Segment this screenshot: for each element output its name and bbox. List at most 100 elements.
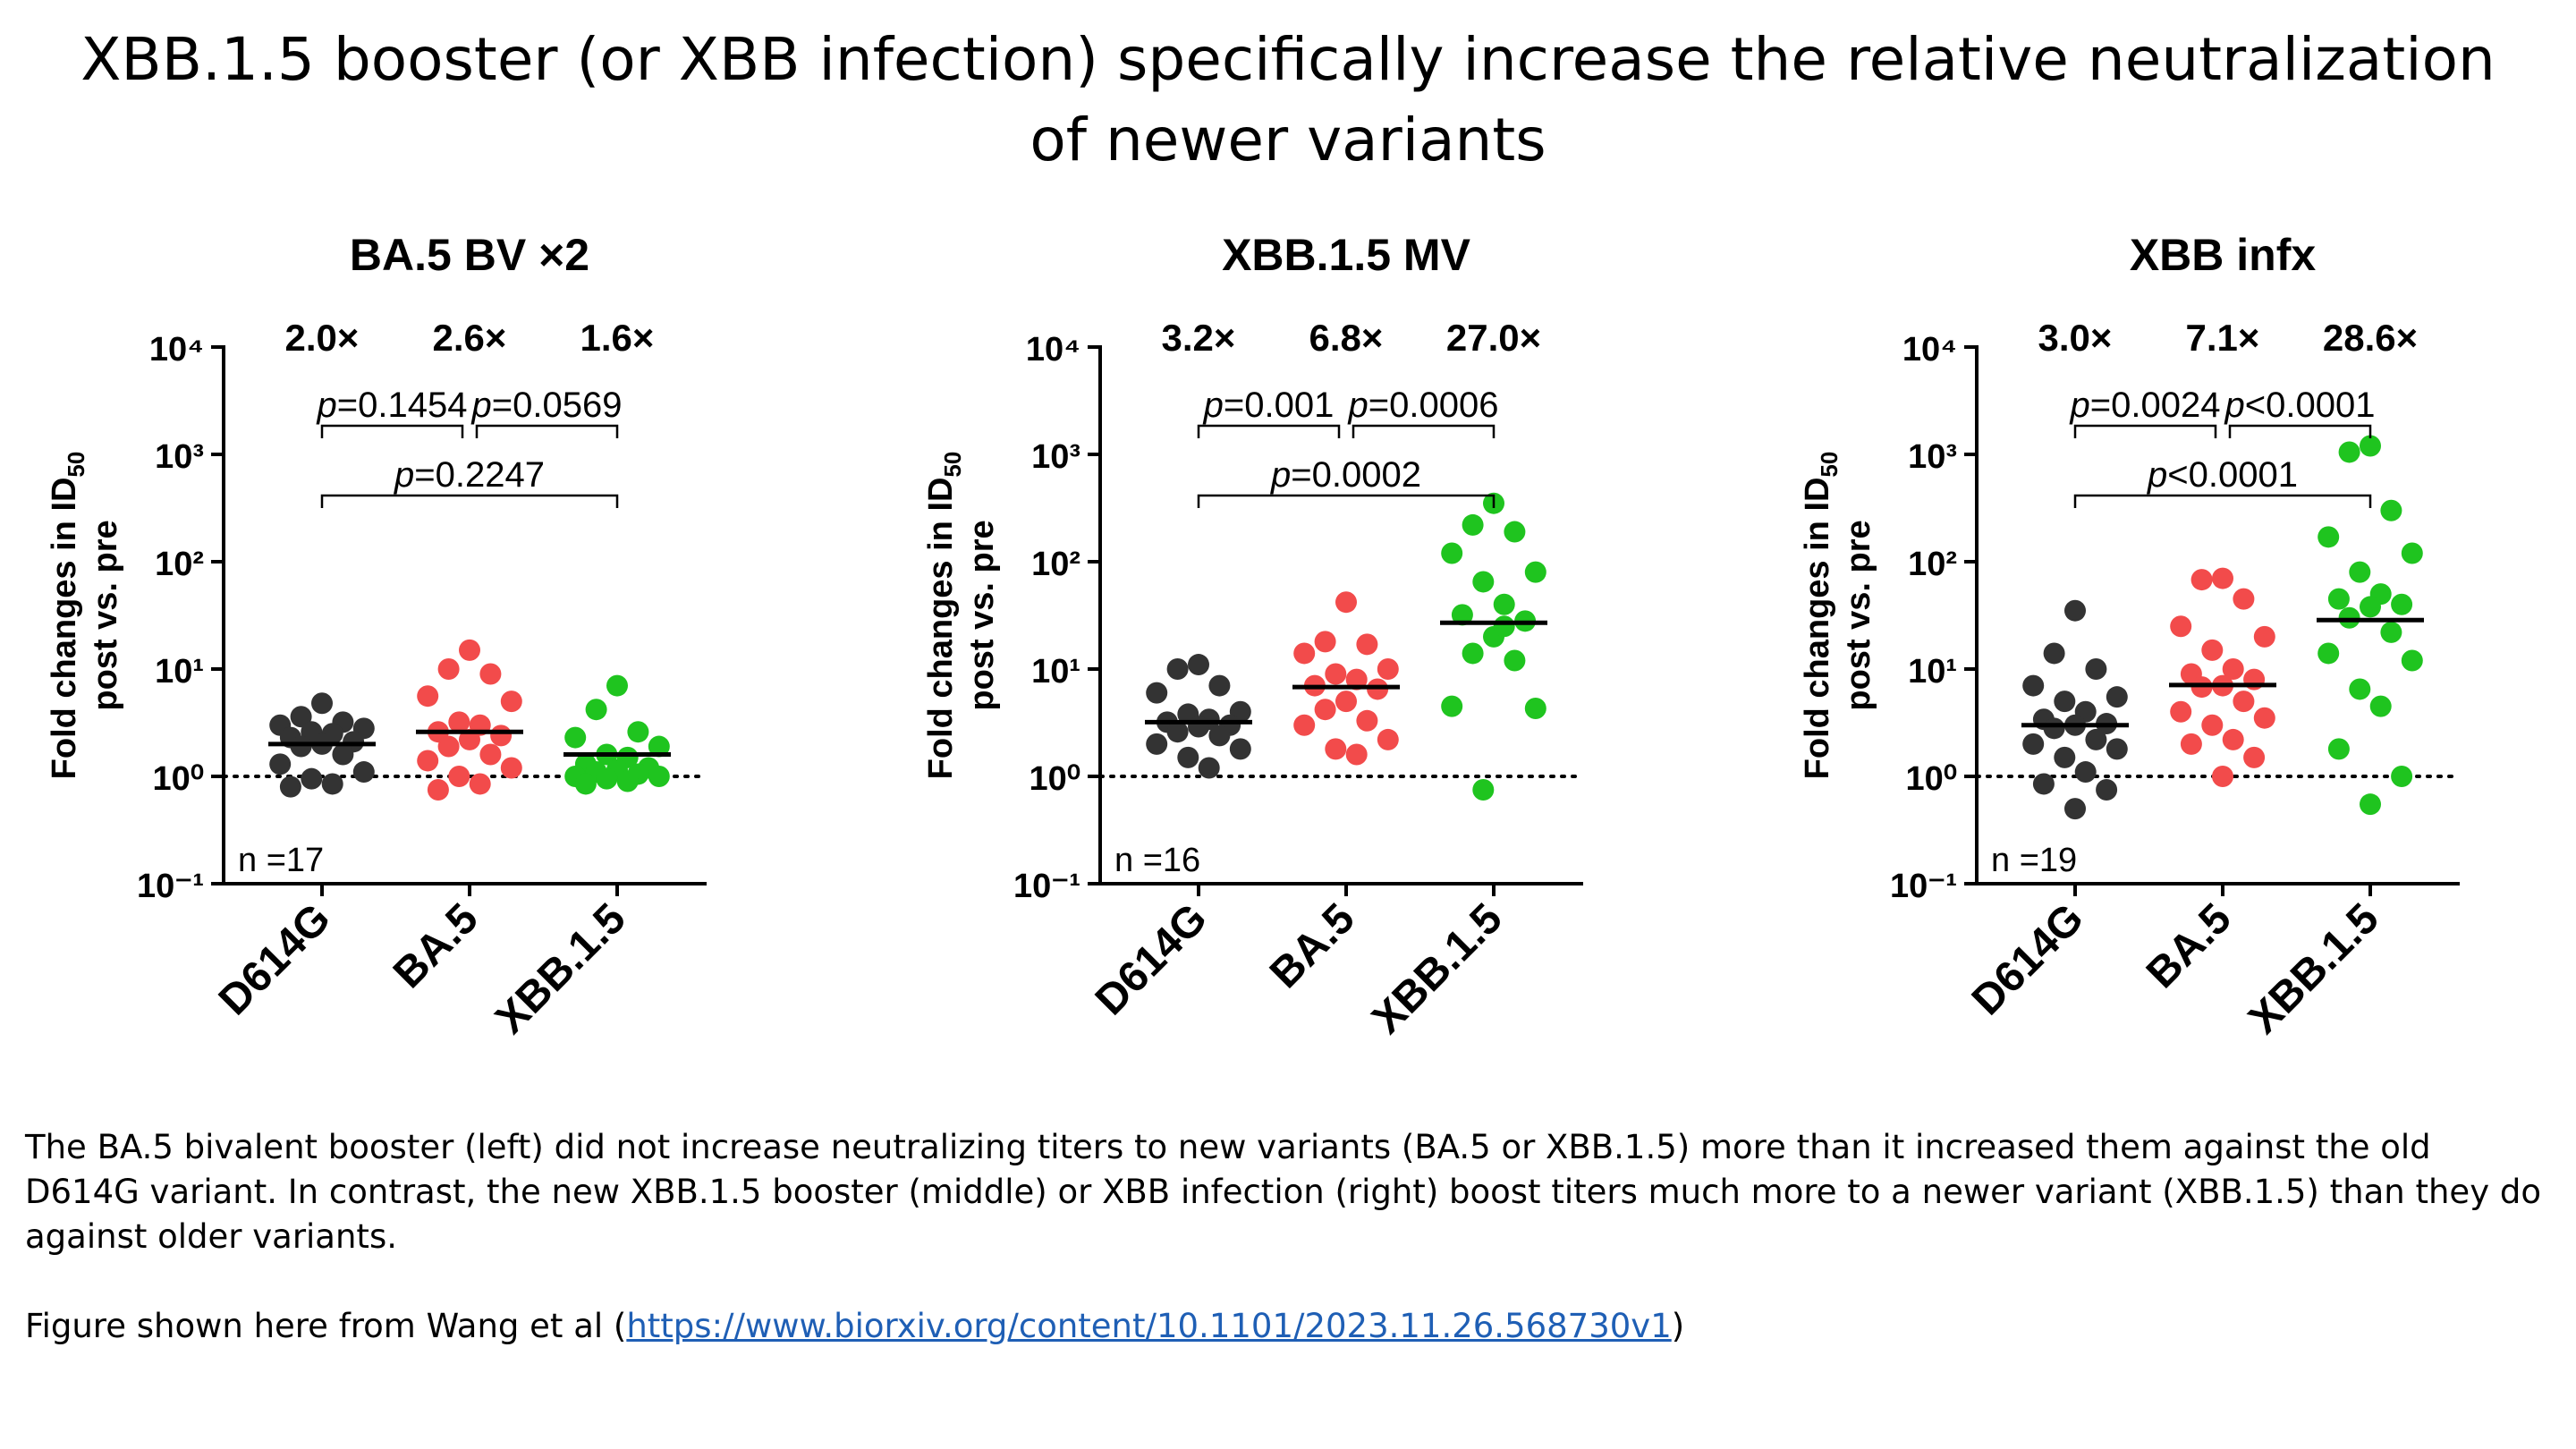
x-tick-label: XBB.1.5 [2240,894,2388,1043]
source-suffix: ) [1671,1307,1685,1345]
y-tick-label: 10³ [1908,438,1957,476]
x-tick-label: XBB.1.5 [1363,894,1512,1043]
data-point [1377,728,1399,750]
data-point [2401,542,2423,564]
data-point [1208,674,1231,697]
fold-change-label: 28.6× [2323,317,2418,359]
data-point [1188,716,1209,738]
comparison-bracket [1197,494,1496,508]
fold-change-label: 2.6× [433,317,507,359]
y-tick-label: 10⁴ [1902,331,1957,369]
x-tick-label: BA.5 [385,894,487,997]
y-axis-label: Fold changes in ID50post vs. pre [922,452,1001,780]
data-point [332,743,354,766]
data-point [2391,593,2413,615]
data-point [2022,674,2045,697]
data-point [1441,542,1463,564]
data-point [2106,686,2128,708]
data-point [2190,569,2213,591]
sample-size-label: n =17 [238,842,324,879]
y-tick-label: 10⁻¹ [1890,868,1957,905]
data-point [2253,625,2275,648]
slide-title-line-1: XBB.1.5 booster (or XBB infection) speci… [80,25,2496,94]
data-point [2096,778,2118,801]
data-point [1356,709,1378,732]
x-tick-label: BA.5 [2138,894,2241,997]
data-point [1293,642,1316,665]
p-value-label: p=0.0002 [1270,455,1421,495]
data-point [2201,714,2224,736]
data-point [448,711,470,733]
comparison-bracket [475,424,619,438]
source-line: Figure shown here from Wang et al (https… [25,1304,2547,1349]
data-point [290,735,312,758]
data-point [1493,593,1515,615]
p-value-label: p=0.1454 [317,386,468,425]
data-point [321,773,343,795]
data-point [2391,766,2413,787]
data-point [1441,695,1463,717]
y-tick-label: 10⁻¹ [137,868,204,905]
data-point [2054,691,2076,713]
data-point [459,639,480,661]
y-tick-label: 10⁴ [1026,331,1080,369]
data-point [1462,642,1484,665]
data-point [585,699,607,721]
data-point [469,773,491,795]
y-tick-label: 10² [1031,546,1080,583]
data-point [627,721,649,743]
data-point [1504,649,1526,672]
data-point [1293,714,1316,736]
caption: The BA.5 bivalent booster (left) did not… [25,1125,2547,1349]
data-point [1146,733,1168,755]
x-tick-label: D614G [1087,894,1216,1024]
data-point [2212,567,2233,589]
data-point [2222,658,2244,680]
panel-title: BA.5 BV ×2 [350,230,589,280]
y-tick-label: 10⁰ [1905,760,1957,798]
comparison-bracket [2228,424,2372,438]
data-point [279,775,301,798]
data-point [2349,561,2371,583]
fold-change-label: 1.6× [580,317,655,359]
data-point [1314,699,1336,721]
data-point [2085,728,2107,750]
panel-title: XBB.1.5 MV [1222,230,1471,280]
data-point [606,674,628,697]
data-point [1325,738,1347,760]
x-tick-label: BA.5 [1261,894,1364,997]
data-point [417,750,439,772]
data-point [2106,738,2128,760]
data-point [2064,798,2086,820]
slide-title-line-2: of newer variants [1030,106,1546,174]
y-tick-label: 10⁰ [152,760,204,798]
y-tick-label: 10⁰ [1029,760,1080,798]
data-point [500,757,522,779]
y-tick-label: 10³ [1031,438,1080,476]
data-point [2360,793,2381,816]
comparison-bracket [320,424,464,438]
data-point [2043,642,2065,665]
source-link[interactable]: https://www.biorxiv.org/content/10.1101/… [626,1307,1672,1345]
data-point [1146,682,1168,704]
data-point [574,773,597,795]
data-point [2327,588,2350,610]
data-point [1188,654,1209,676]
p-value-label: p=0.001 [1203,386,1335,425]
data-point [1325,663,1347,685]
data-point [2338,441,2360,463]
data-point [1493,615,1515,638]
chart-panel-3: XBB infx Fold changes in ID50post vs. pre… [1799,230,2462,1043]
data-point [417,685,439,708]
data-point [564,726,587,749]
comparison-bracket [2073,494,2372,508]
data-point [2327,738,2350,760]
p-value-label: p=0.0006 [1348,386,1499,425]
data-point [596,767,618,790]
data-point [648,735,670,758]
data-point [490,724,513,747]
p-value-label: p<0.0001 [2147,455,2298,495]
data-point [2380,621,2402,643]
x-tick-label: XBB.1.5 [487,894,635,1043]
fold-change-label: 7.1× [2186,317,2260,359]
